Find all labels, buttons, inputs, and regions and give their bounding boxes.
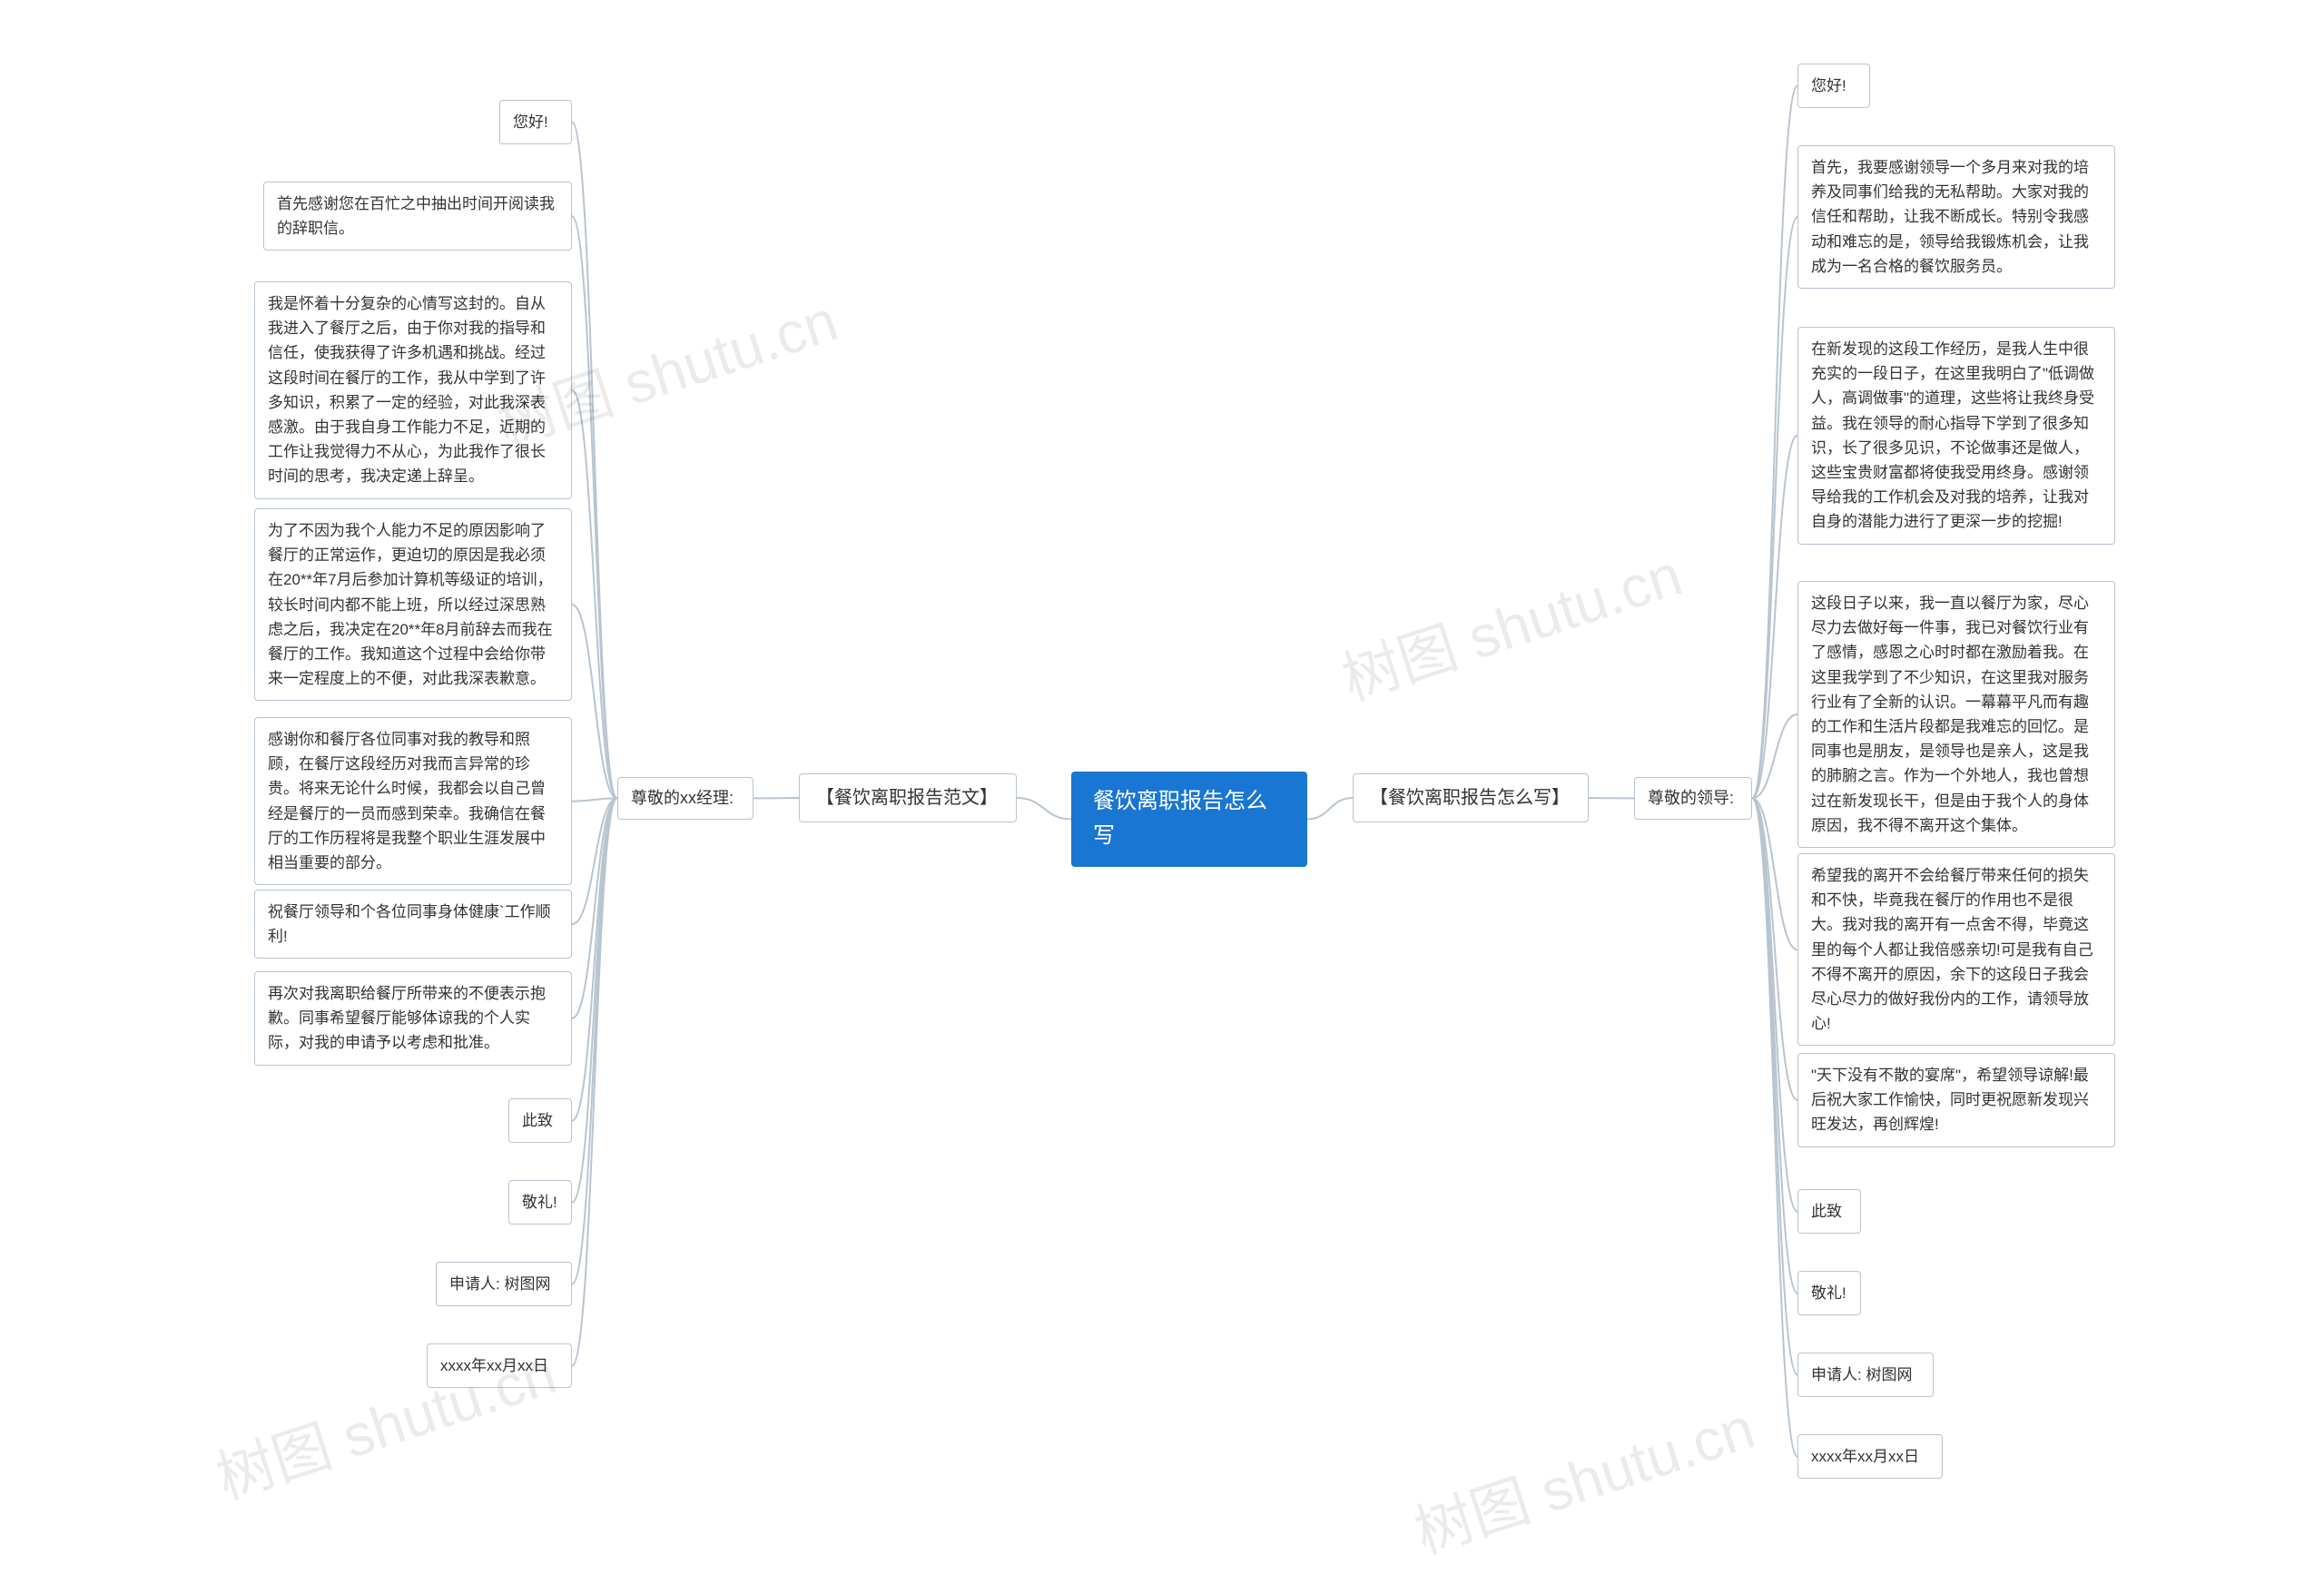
left-leaf-9: 申请人: 树图网 [436, 1262, 572, 1306]
left-leaf-6: 再次对我离职给餐厅所带来的不便表示抱歉。同事希望餐厅能够体谅我的个人实际，对我的… [254, 971, 572, 1066]
left-leaf-8: 敬礼! [508, 1180, 572, 1225]
left-leaf-5: 祝餐厅领导和个各位同事身体健康`工作顺利! [254, 890, 572, 959]
branch-left-l1: 【餐饮离职报告范文】 [799, 773, 1017, 822]
watermark: 树图 shutu.cn [1403, 1382, 1763, 1569]
branch-left-l2: 尊敬的xx经理: [617, 777, 753, 820]
left-leaf-4: 感谢你和餐厅各位同事对我的教导和照顾，在餐厅这段经历对我而言异常的珍贵。将来无论… [254, 717, 572, 885]
right-leaf-9: xxxx年xx月xx日 [1797, 1434, 1943, 1479]
left-leaf-3: 为了不因为我个人能力不足的原因影响了餐厅的正常运作，更迫切的原因是我必须在20*… [254, 508, 572, 701]
root-node: 餐饮离职报告怎么写 [1071, 772, 1307, 867]
right-leaf-4: 希望我的离开不会给餐厅带来任何的损失和不快，毕竟我在餐厅的作用也不是很大。我对我… [1797, 853, 2115, 1046]
right-leaf-0: 您好! [1797, 64, 1870, 108]
left-leaf-0: 您好! [499, 100, 572, 144]
right-leaf-5: "天下没有不散的宴席"，希望领导谅解!最后祝大家工作愉快，同时更祝愿新发现兴旺发… [1797, 1053, 2115, 1147]
right-leaf-2: 在新发现的这段工作经历，是我人生中很充实的一段日子，在这里我明白了"低调做人，高… [1797, 327, 2115, 545]
left-leaf-1: 首先感谢您在百忙之中抽出时间开阅读我的辞职信。 [263, 182, 572, 251]
right-leaf-6: 此致 [1797, 1189, 1861, 1234]
right-leaf-8: 申请人: 树图网 [1797, 1353, 1934, 1397]
left-leaf-2: 我是怀着十分复杂的心情写这封的。自从我进入了餐厅之后，由于你对我的指导和信任，使… [254, 281, 572, 499]
branch-right-l1: 【餐饮离职报告怎么写】 [1353, 773, 1589, 822]
right-leaf-3: 这段日子以来，我一直以餐厅为家，尽心尽力去做好每一件事，我已对餐饮行业有了感情，… [1797, 581, 2115, 848]
right-leaf-7: 敬礼! [1797, 1271, 1861, 1315]
watermark: 树图 shutu.cn [1330, 528, 1690, 716]
left-leaf-10: xxxx年xx月xx日 [427, 1343, 572, 1388]
left-leaf-7: 此致 [508, 1098, 572, 1143]
right-leaf-1: 首先，我要感谢领导一个多月来对我的培养及同事们给我的无私帮助。大家对我的信任和帮… [1797, 145, 2115, 289]
branch-right-l2: 尊敬的领导: [1634, 777, 1752, 820]
